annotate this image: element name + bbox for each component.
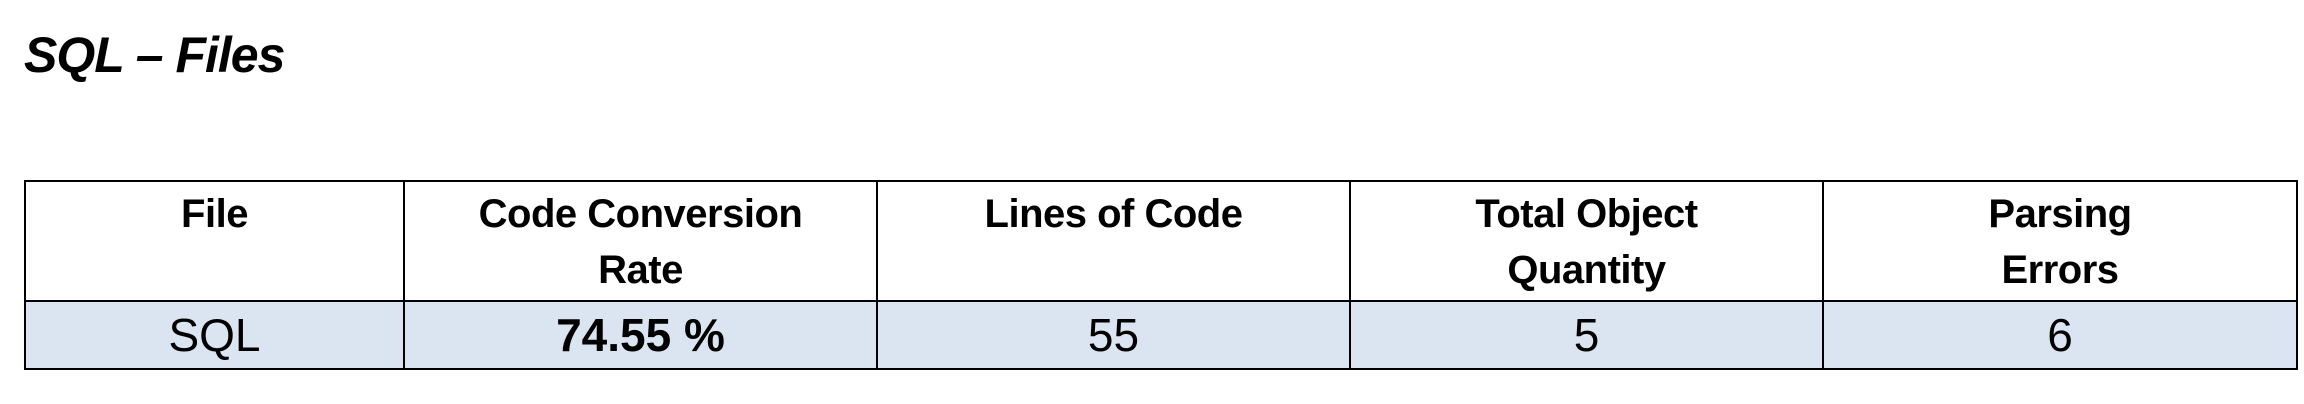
header-total-object-quantity: Total Object Quantity xyxy=(1349,180,1824,302)
cell-parsing-errors: 6 xyxy=(1822,300,2298,370)
header-code-conversion-rate: Code Conversion Rate xyxy=(403,180,878,302)
table-header-row: File Code Conversion Rate Lines of Code … xyxy=(24,180,2298,302)
header-parsing-errors: Parsing Errors xyxy=(1822,180,2298,302)
cell-total-object-quantity: 5 xyxy=(1349,300,1824,370)
cell-code-conversion-rate: 74.55 % xyxy=(403,300,878,370)
header-file: File xyxy=(24,180,405,302)
sql-files-table: File Code Conversion Rate Lines of Code … xyxy=(24,180,2298,370)
page-title: SQL – Files xyxy=(24,27,285,83)
table-row: SQL 74.55 % 55 5 6 xyxy=(24,300,2298,370)
cell-file: SQL xyxy=(24,300,405,370)
cell-lines-of-code: 55 xyxy=(876,300,1351,370)
header-lines-of-code: Lines of Code xyxy=(876,180,1351,302)
